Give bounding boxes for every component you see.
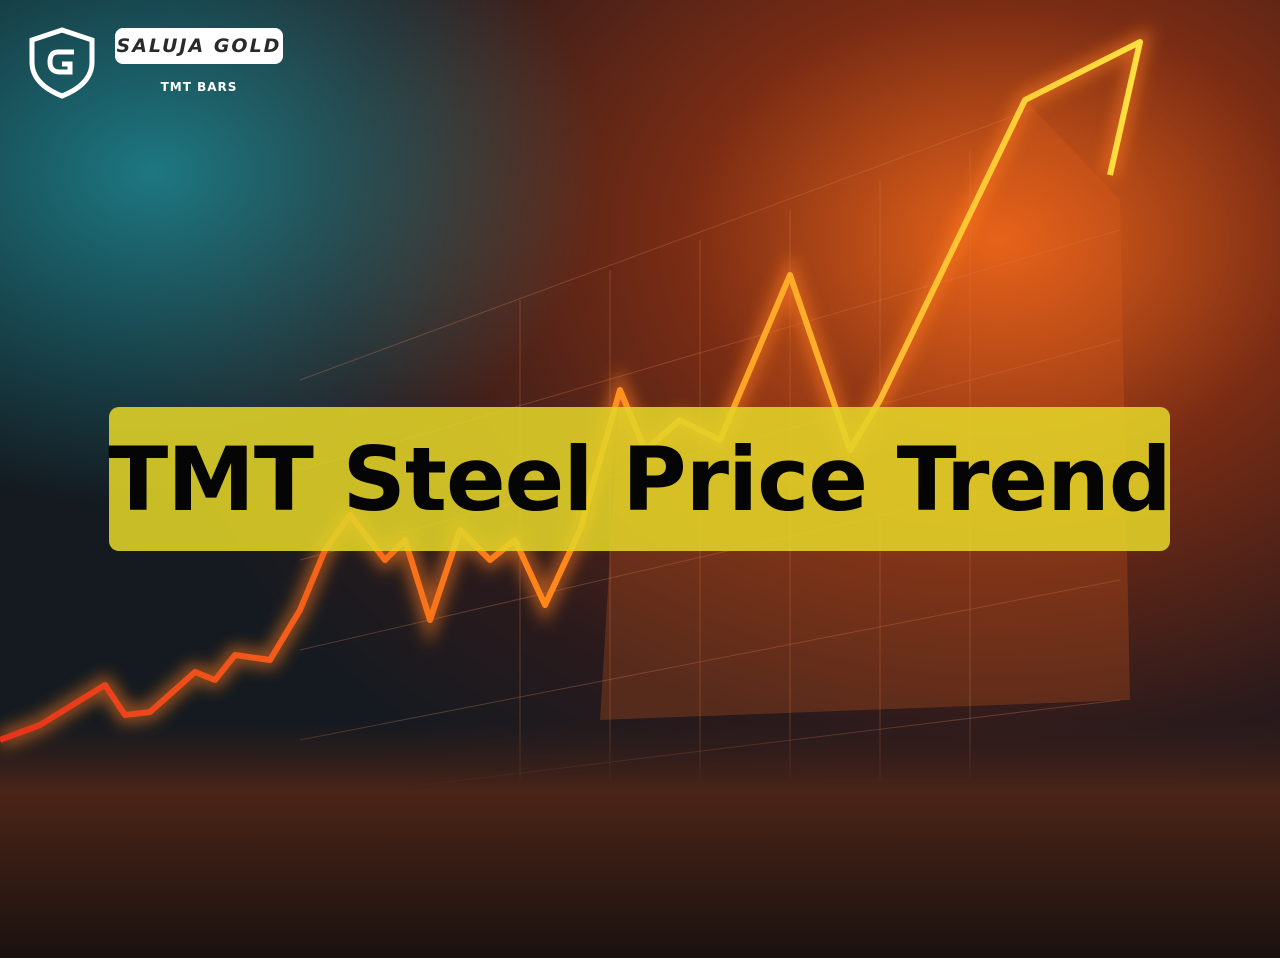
banner-title: TMT Steel Price Trend (108, 427, 1171, 531)
logo-brand: SALUJA GOLD (115, 28, 283, 64)
title-box: TMT Steel Price Trend (108, 407, 1172, 551)
trend-line (0, 39, 1143, 743)
logo-tagline: TMT BARS (160, 80, 238, 94)
glow-area (600, 100, 1130, 720)
logo-shield (29, 27, 95, 99)
ground (0, 720, 1280, 958)
